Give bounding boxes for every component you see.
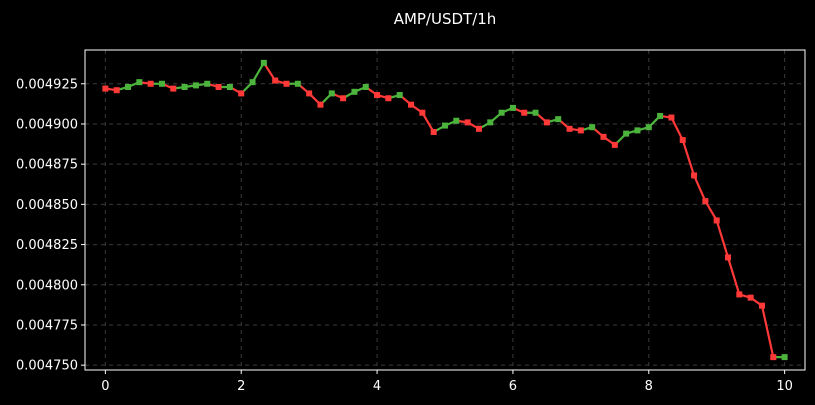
data-point <box>634 127 641 134</box>
y-tick-label: 0.004875 <box>16 158 78 173</box>
series-lines <box>104 61 786 359</box>
x-tick-label: 0 <box>101 379 109 394</box>
data-point <box>385 95 392 102</box>
data-point <box>679 137 686 144</box>
data-point <box>668 114 675 121</box>
data-point <box>577 127 584 134</box>
data-point <box>747 294 754 301</box>
data-point <box>543 119 550 126</box>
data-point <box>442 122 448 129</box>
chart-title: AMP/USDT/1h <box>394 10 497 28</box>
y-tick-label: 0.004750 <box>16 359 78 374</box>
data-point <box>351 88 358 95</box>
data-point <box>238 90 245 97</box>
series-segment <box>421 111 435 134</box>
y-tick-label: 0.004925 <box>16 77 78 92</box>
data-point <box>736 291 743 298</box>
data-point <box>487 119 494 126</box>
data-point <box>215 83 222 90</box>
data-point <box>317 101 324 108</box>
data-point <box>691 172 698 179</box>
x-tick-label: 4 <box>373 379 381 394</box>
data-point <box>453 117 460 124</box>
data-point <box>419 109 426 116</box>
data-point <box>192 82 199 89</box>
data-point <box>566 125 573 132</box>
data-point <box>294 80 301 87</box>
data-point <box>600 133 607 140</box>
data-point <box>725 254 732 261</box>
series-segment <box>715 219 730 259</box>
data-point <box>498 109 505 116</box>
data-point <box>340 95 347 102</box>
data-point <box>147 80 154 87</box>
plot-frame <box>84 49 806 371</box>
x-tick-label: 8 <box>645 379 653 394</box>
data-point <box>408 101 415 108</box>
data-point <box>589 124 596 131</box>
grid-lines <box>85 50 805 370</box>
data-point <box>702 198 709 205</box>
data-point <box>170 85 177 92</box>
data-point <box>125 83 132 90</box>
series-segment <box>692 174 707 203</box>
series-segment <box>681 138 696 177</box>
data-point <box>781 354 788 361</box>
data-point <box>102 85 109 92</box>
data-point <box>430 129 437 136</box>
x-tick-label: 10 <box>776 379 793 394</box>
data-point <box>770 354 777 361</box>
data-point <box>249 79 256 86</box>
data-point <box>374 92 381 99</box>
data-point <box>136 79 143 86</box>
series-segment <box>704 200 718 222</box>
x-tick-label: 2 <box>237 379 245 394</box>
data-point <box>158 80 165 87</box>
y-tick-label: 0.004800 <box>16 278 78 293</box>
y-tick-label: 0.004825 <box>16 238 78 253</box>
data-point <box>758 302 765 309</box>
y-axis: 0.004750 0.004775 0.004800 0.004825 0.004850… <box>16 77 85 374</box>
data-point <box>328 90 335 97</box>
data-point <box>283 80 290 87</box>
series-segment <box>251 61 265 84</box>
data-point <box>521 109 528 116</box>
x-tick-label: 6 <box>509 379 517 394</box>
data-point <box>113 87 120 94</box>
data-point <box>306 90 313 97</box>
series-segment <box>760 304 775 359</box>
data-point <box>509 104 516 111</box>
series-points <box>102 59 788 361</box>
data-point <box>713 217 720 224</box>
data-point <box>181 83 188 90</box>
y-tick-label: 0.004900 <box>16 117 78 132</box>
series-segment <box>726 256 741 296</box>
y-tick-label: 0.004775 <box>16 318 78 333</box>
data-point <box>226 83 233 90</box>
data-point <box>555 116 562 123</box>
x-axis: 0 2 4 6 8 10 <box>101 370 793 394</box>
data-point <box>362 83 369 90</box>
data-point <box>464 119 471 126</box>
data-point <box>645 124 652 131</box>
data-point <box>396 92 403 99</box>
data-point <box>657 112 664 119</box>
series-segment <box>670 116 684 142</box>
data-point <box>272 77 279 84</box>
data-point <box>204 80 211 87</box>
data-point <box>623 130 630 137</box>
data-point <box>532 109 539 116</box>
data-point <box>475 125 482 132</box>
data-point <box>611 141 618 148</box>
y-tick-label: 0.004850 <box>16 198 78 213</box>
data-point <box>260 59 267 66</box>
